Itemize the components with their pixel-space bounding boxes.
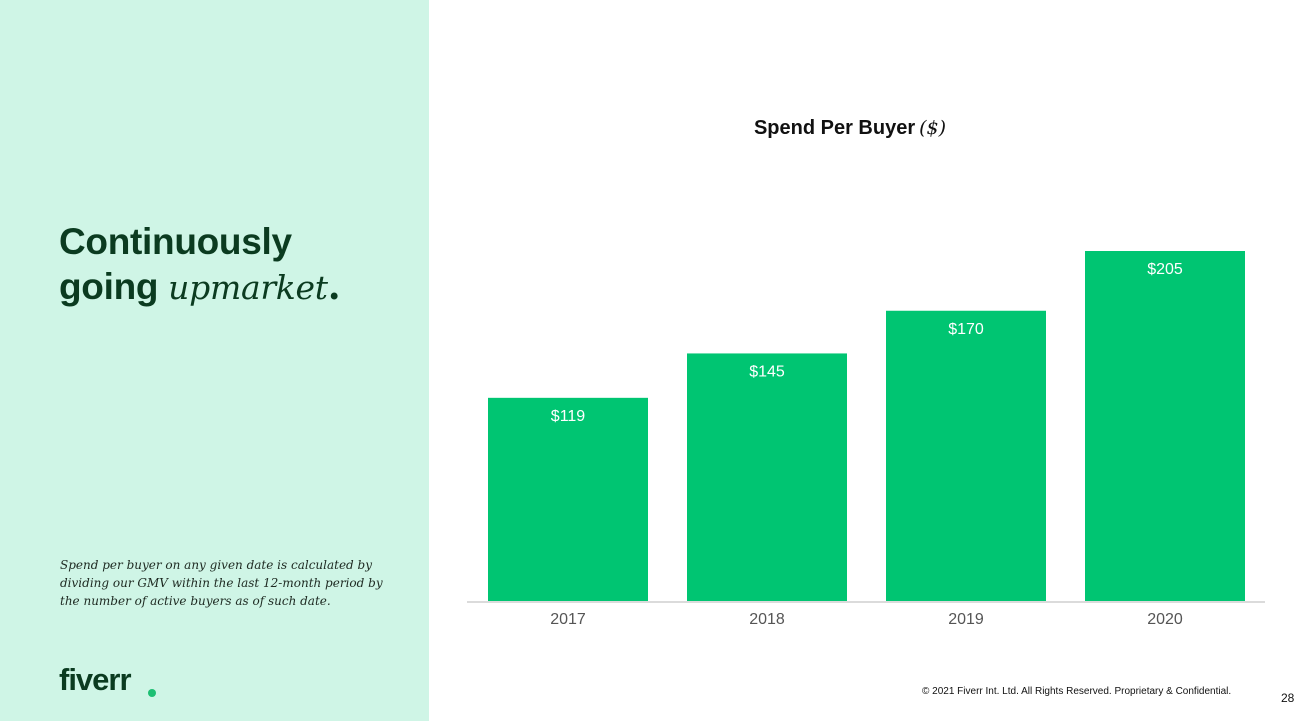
chart-title-unit: ($) bbox=[919, 117, 947, 139]
chart-title-text: Spend Per Buyer bbox=[753, 117, 916, 139]
left-panel bbox=[0, 0, 429, 721]
heading-line-1: Continuously bbox=[59, 221, 292, 262]
bar-value-label-2019: $170 bbox=[948, 321, 984, 338]
slide-heading: Continuously going upmarket. bbox=[59, 220, 341, 310]
bar-value-label-2017: $119 bbox=[551, 408, 586, 425]
bar-value-label-2020: $205 bbox=[1147, 261, 1183, 278]
footnote: Spend per buyer on any given date is cal… bbox=[60, 558, 383, 608]
logo-dot-icon bbox=[148, 689, 156, 697]
bar-2019 bbox=[886, 310, 1046, 601]
bar-2017 bbox=[488, 397, 648, 601]
copyright-notice: © 2021 Fiverr Int. Ltd. All Rights Reser… bbox=[922, 686, 1232, 697]
heading-period: . bbox=[327, 264, 341, 308]
x-tick-label-2017: 2017 bbox=[550, 611, 586, 628]
fiverr-logo: fiverr bbox=[59, 662, 132, 697]
heading-accent-word: upmarket bbox=[168, 268, 328, 307]
page-number: 28 bbox=[1281, 691, 1295, 705]
chart-title: Spend Per Buyer ($) bbox=[600, 117, 1100, 140]
bar-value-label-2018: $145 bbox=[749, 363, 785, 380]
x-tick-label-2020: 2020 bbox=[1147, 611, 1183, 628]
bar-2018 bbox=[687, 353, 847, 601]
heading-line-2-plain: going bbox=[59, 266, 169, 307]
bar-2020 bbox=[1085, 251, 1245, 601]
x-tick-label-2018: 2018 bbox=[749, 611, 785, 628]
x-tick-label-2019: 2019 bbox=[948, 611, 984, 628]
